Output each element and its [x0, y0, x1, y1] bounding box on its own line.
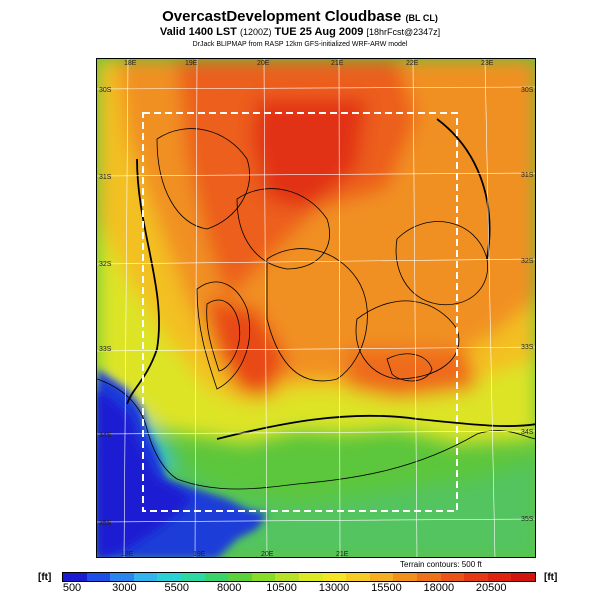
colorbar-tick-label: 15500	[371, 582, 402, 594]
lat-label: 32S	[99, 261, 112, 268]
colorbar-tick-label: 500	[62, 582, 82, 594]
lon-label: 18E	[121, 551, 134, 558]
lon-label: 20E	[257, 60, 270, 67]
map-title: OvercastDevelopment Cloudbase (BL CL)	[0, 8, 600, 25]
colorbar-swatch	[133, 573, 158, 581]
lat-label: 35S	[521, 516, 534, 523]
lon-label: 19E	[185, 60, 198, 67]
colorbar-swatch	[86, 573, 111, 581]
valid-code: (1200Z)	[239, 27, 272, 37]
colorbar-swatch	[204, 573, 229, 581]
colorbar-swatch	[180, 573, 205, 581]
terrain-contours	[97, 128, 535, 490]
colorbar-tick-label: 13000	[318, 582, 350, 594]
colorbar-unit-left: [ft]	[38, 572, 52, 583]
colorbar-swatch	[110, 573, 134, 581]
lon-label: 19E	[193, 551, 206, 558]
colorbar-tick-label: 20500	[475, 582, 507, 594]
colorbar-swatch	[487, 573, 512, 581]
lon-labels-bottom: 18E 19E 20E 21E	[121, 551, 349, 558]
colorbar-tick-label: 5500	[164, 582, 190, 594]
colorbar-swatch	[157, 573, 181, 581]
credit-line: DrJack BLIPMAP from RASP 12km GFS-initia…	[192, 41, 408, 48]
terrain-contours-major	[126, 118, 535, 440]
colorbar-swatch	[322, 573, 347, 581]
lat-label: 31S	[99, 174, 112, 181]
colorbar-unit-right: [ft]	[544, 572, 558, 583]
colorbar-labels: 500 3000 5500 8000 10500 13000 15500 18000 20500	[62, 582, 536, 596]
lon-label: 21E	[336, 551, 349, 558]
colorbar-swatch	[416, 573, 441, 581]
colorbar-swatch	[275, 573, 299, 581]
lat-labels-right: 30S 31S 32S 33S 34S 35S	[521, 87, 534, 523]
colorbar	[62, 572, 536, 582]
lon-label: 23E	[481, 60, 494, 67]
lat-label: 33S	[521, 344, 534, 351]
lat-label: 30S	[99, 87, 112, 94]
colorbar-tick-label: 10500	[266, 582, 297, 594]
lat-label: 34S	[521, 429, 534, 436]
lat-label: 34S	[99, 432, 112, 439]
lat-labels-left: 30S 31S 32S 33S 34S 35S	[99, 87, 112, 527]
colorbar-swatch	[511, 573, 535, 581]
colorbar-swatch	[298, 573, 323, 581]
colorbar-tick-label: 18000	[423, 582, 455, 594]
domain-boundary	[142, 112, 458, 512]
valid-date: TUE 25 Aug 2009	[274, 26, 364, 38]
terrain-contours-note: Terrain contours: 500 ft	[400, 560, 482, 569]
colorbar-swatch	[440, 573, 465, 581]
lon-label: 20E	[261, 551, 274, 558]
map-svg: 18E 19E 20E 21E 22E 23E 18E 19E 20E 21E …	[97, 59, 535, 558]
valid-time: Valid 1400 LST	[159, 26, 237, 38]
lat-label: 31S	[521, 172, 534, 179]
colorbar-swatch	[228, 573, 252, 581]
lat-label: 33S	[99, 346, 112, 353]
colorbar-tick-label: 3000	[112, 582, 137, 594]
colorbar-swatch	[63, 573, 87, 581]
lat-label: 32S	[521, 258, 534, 265]
lat-label: 35S	[99, 520, 112, 527]
lon-labels-top: 18E 19E 20E 21E 22E 23E	[124, 60, 494, 67]
forecast-info: [18hrFcst@2347z]	[366, 27, 441, 37]
colorbar-swatch	[251, 573, 276, 581]
lon-label: 18E	[124, 60, 137, 67]
lat-label: 30S	[521, 87, 534, 94]
lon-label: 21E	[331, 60, 344, 67]
title-main: OvercastDevelopment Cloudbase	[162, 8, 402, 25]
colorbar-swatch	[393, 573, 417, 581]
colorbar-swatch	[346, 573, 370, 581]
lon-label: 22E	[406, 60, 419, 67]
map-panel[interactable]: 18E 19E 20E 21E 22E 23E 18E 19E 20E 21E …	[96, 58, 536, 558]
title-suffix: (BL CL)	[405, 13, 438, 23]
graticule	[97, 59, 535, 557]
colorbar-swatch	[369, 573, 394, 581]
colorbar-swatch	[464, 573, 488, 581]
colorbar-tick-label: 8000	[216, 582, 242, 594]
cloudbase-field	[97, 59, 535, 557]
valid-line: Valid 1400 LST (1200Z) TUE 25 Aug 2009 […	[0, 26, 600, 38]
